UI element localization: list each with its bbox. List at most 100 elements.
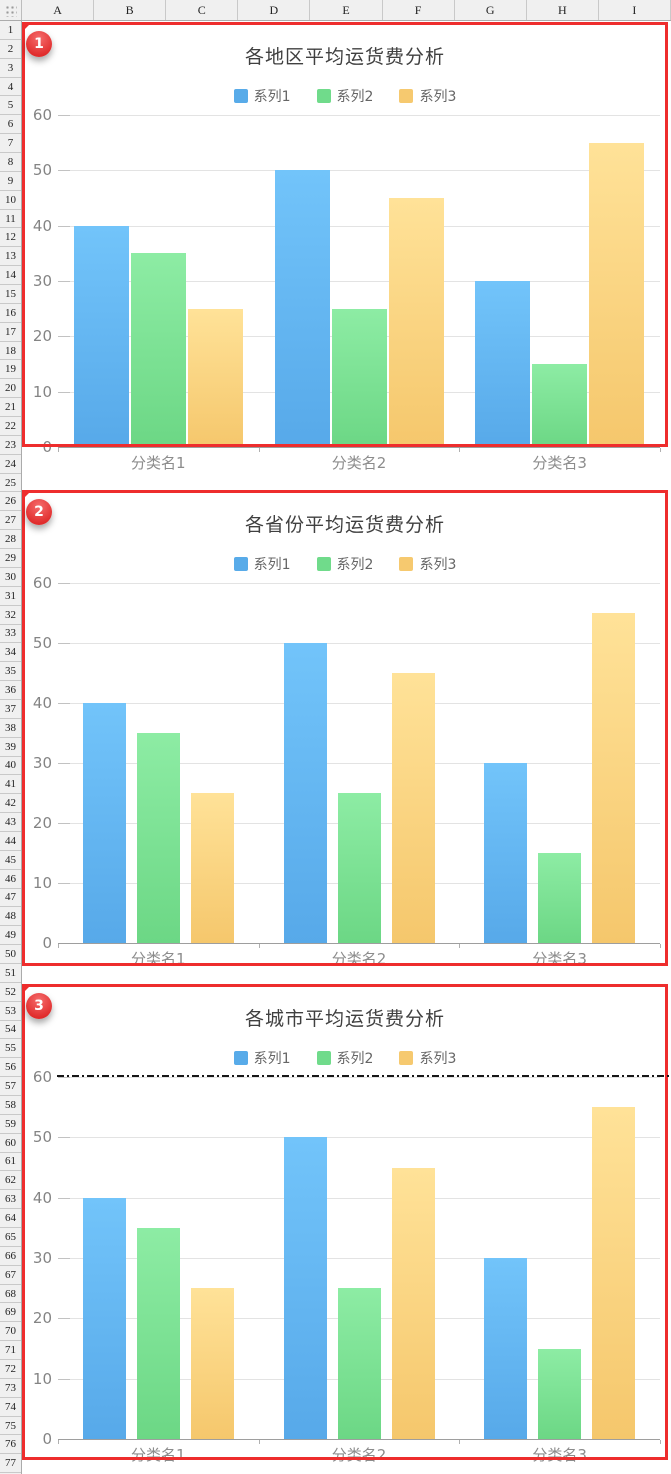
- row-header-29[interactable]: 29: [0, 549, 21, 568]
- bar-系列1-分类名2[interactable]: [274, 170, 330, 447]
- bar-系列2-分类名3[interactable]: [538, 853, 582, 943]
- bar-系列3-分类名1[interactable]: [190, 1288, 234, 1439]
- row-header-42[interactable]: 42: [0, 794, 21, 814]
- row-header-75[interactable]: 75: [0, 1417, 21, 1436]
- row-header-54[interactable]: 54: [0, 1021, 21, 1040]
- row-header-19[interactable]: 19: [0, 360, 21, 380]
- column-header-F[interactable]: F: [383, 0, 455, 20]
- legend-item-系列2[interactable]: 系列2: [316, 1048, 373, 1068]
- bar-系列2-分类名2[interactable]: [337, 1288, 381, 1439]
- bar-系列3-分类名2[interactable]: [388, 198, 444, 447]
- bar-系列3-分类名1[interactable]: [187, 308, 243, 447]
- column-header-B[interactable]: B: [94, 0, 167, 20]
- row-header-13[interactable]: 13: [0, 247, 21, 267]
- legend-item-系列3[interactable]: 系列3: [399, 1048, 456, 1068]
- row-header-38[interactable]: 38: [0, 719, 21, 738]
- legend-item-系列1[interactable]: 系列1: [233, 1048, 291, 1068]
- row-header-35[interactable]: 35: [0, 662, 21, 682]
- bar-系列1-分类名1[interactable]: [73, 225, 129, 447]
- row-header-57[interactable]: 57: [0, 1077, 21, 1096]
- bar-系列3-分类名2[interactable]: [391, 1167, 435, 1439]
- select-all-corner[interactable]: [0, 0, 22, 20]
- bar-系列1-分类名1[interactable]: [82, 1197, 126, 1439]
- row-header-22[interactable]: 22: [0, 417, 21, 436]
- bar-系列1-分类名2[interactable]: [283, 643, 327, 943]
- row-header-14[interactable]: 14: [0, 266, 21, 286]
- chart-object-2[interactable]: 各省份平均运货费分析 系列1 系列2 系列3 0 10 20 30 40 50 60 分类名1 分类名2…: [22, 490, 668, 968]
- row-header-52[interactable]: 52: [0, 983, 21, 1002]
- bar-系列2-分类名1[interactable]: [130, 253, 186, 447]
- row-header-40[interactable]: 40: [0, 757, 21, 776]
- row-header-21[interactable]: 21: [0, 398, 21, 418]
- row-header-70[interactable]: 70: [0, 1322, 21, 1342]
- row-header-6[interactable]: 6: [0, 115, 21, 135]
- legend-item-系列3[interactable]: 系列3: [399, 554, 456, 574]
- row-header-76[interactable]: 76: [0, 1435, 21, 1455]
- row-header-73[interactable]: 73: [0, 1379, 21, 1398]
- row-header-20[interactable]: 20: [0, 379, 21, 399]
- row-header-67[interactable]: 67: [0, 1266, 21, 1285]
- bar-系列2-分类名1[interactable]: [136, 1227, 180, 1439]
- row-header-66[interactable]: 66: [0, 1247, 21, 1266]
- bar-系列3-分类名3[interactable]: [592, 613, 636, 943]
- bar-系列1-分类名3[interactable]: [484, 1258, 528, 1439]
- row-header-23[interactable]: 23: [0, 436, 21, 455]
- row-header-30[interactable]: 30: [0, 568, 21, 587]
- bar-系列1-分类名1[interactable]: [82, 703, 126, 943]
- row-header-11[interactable]: 11: [0, 210, 21, 229]
- row-header-17[interactable]: 17: [0, 323, 21, 342]
- row-header-55[interactable]: 55: [0, 1039, 21, 1059]
- row-header-25[interactable]: 25: [0, 474, 21, 493]
- row-header-33[interactable]: 33: [0, 625, 21, 644]
- column-header-A[interactable]: A: [22, 0, 95, 20]
- row-header-37[interactable]: 37: [0, 700, 21, 719]
- column-header-G[interactable]: G: [455, 0, 527, 20]
- row-header-68[interactable]: 68: [0, 1285, 21, 1304]
- bar-系列2-分类名3[interactable]: [538, 1348, 582, 1439]
- row-header-45[interactable]: 45: [0, 851, 21, 870]
- bar-系列2-分类名2[interactable]: [337, 793, 381, 943]
- row-header-65[interactable]: 65: [0, 1228, 21, 1247]
- column-header-C[interactable]: C: [166, 0, 239, 20]
- row-header-32[interactable]: 32: [0, 606, 21, 625]
- row-header-69[interactable]: 69: [0, 1303, 21, 1323]
- bar-系列1-分类名3[interactable]: [475, 281, 531, 447]
- bar-系列2-分类名2[interactable]: [331, 308, 387, 447]
- row-header-51[interactable]: 51: [0, 964, 21, 983]
- row-header-77[interactable]: 77: [0, 1454, 21, 1474]
- bar-系列2-分类名3[interactable]: [532, 364, 588, 447]
- row-header-43[interactable]: 43: [0, 813, 21, 832]
- row-header-49[interactable]: 49: [0, 926, 21, 946]
- row-header-60[interactable]: 60: [0, 1134, 21, 1153]
- row-header-64[interactable]: 64: [0, 1209, 21, 1228]
- row-header-26[interactable]: 26: [0, 492, 21, 512]
- column-header-D[interactable]: D: [238, 0, 311, 20]
- bar-系列1-分类名2[interactable]: [283, 1137, 327, 1439]
- row-header-10[interactable]: 10: [0, 191, 21, 210]
- column-header-H[interactable]: H: [527, 0, 599, 20]
- row-header-24[interactable]: 24: [0, 455, 21, 474]
- row-header-61[interactable]: 61: [0, 1153, 21, 1172]
- row-header-4[interactable]: 4: [0, 78, 21, 97]
- row-header-39[interactable]: 39: [0, 738, 21, 757]
- row-header-50[interactable]: 50: [0, 945, 21, 964]
- row-header-15[interactable]: 15: [0, 285, 21, 304]
- row-header-62[interactable]: 62: [0, 1171, 21, 1191]
- legend-item-系列1[interactable]: 系列1: [233, 86, 291, 106]
- row-header-3[interactable]: 3: [0, 59, 21, 78]
- row-header-63[interactable]: 63: [0, 1190, 21, 1210]
- legend-item-系列3[interactable]: 系列3: [399, 86, 456, 106]
- row-header-12[interactable]: 12: [0, 228, 21, 248]
- row-header-46[interactable]: 46: [0, 870, 21, 889]
- row-header-53[interactable]: 53: [0, 1002, 21, 1021]
- bar-系列1-分类名3[interactable]: [484, 763, 528, 943]
- row-header-27[interactable]: 27: [0, 511, 21, 531]
- row-header-16[interactable]: 16: [0, 304, 21, 323]
- row-header-5[interactable]: 5: [0, 96, 21, 116]
- row-header-18[interactable]: 18: [0, 342, 21, 361]
- row-header-59[interactable]: 59: [0, 1115, 21, 1134]
- bar-系列3-分类名3[interactable]: [589, 142, 645, 447]
- row-header-48[interactable]: 48: [0, 907, 21, 927]
- row-header-2[interactable]: 2: [0, 40, 21, 59]
- row-header-56[interactable]: 56: [0, 1058, 21, 1078]
